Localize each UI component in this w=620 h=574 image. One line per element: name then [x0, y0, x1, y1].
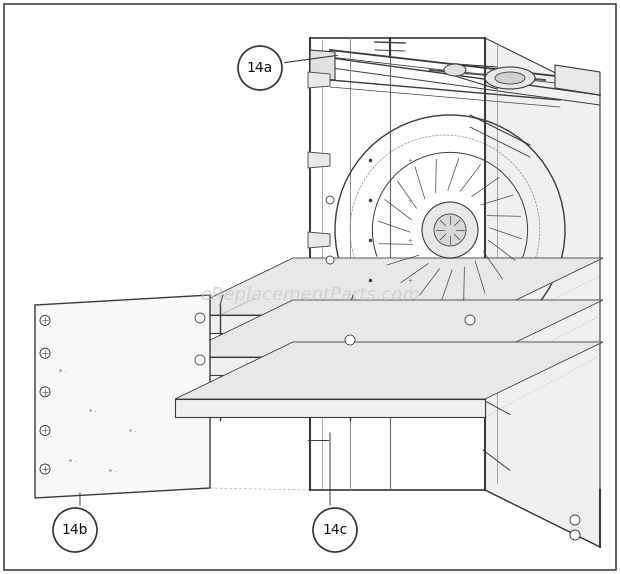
Circle shape [40, 387, 50, 397]
Circle shape [422, 202, 478, 258]
Circle shape [40, 348, 50, 358]
Polygon shape [175, 357, 485, 375]
Circle shape [40, 316, 50, 325]
Ellipse shape [444, 64, 466, 76]
Polygon shape [308, 152, 330, 168]
Ellipse shape [485, 67, 535, 89]
Text: eReplacementParts.com: eReplacementParts.com [200, 286, 420, 304]
Circle shape [465, 315, 475, 325]
Polygon shape [175, 342, 603, 399]
Polygon shape [175, 258, 603, 315]
Text: 14c: 14c [322, 523, 348, 537]
Polygon shape [485, 38, 600, 547]
Circle shape [326, 256, 334, 264]
Circle shape [326, 306, 334, 314]
Polygon shape [555, 65, 600, 95]
Circle shape [40, 464, 50, 474]
Circle shape [313, 508, 357, 552]
Polygon shape [308, 72, 330, 88]
Polygon shape [175, 399, 485, 417]
Circle shape [53, 508, 97, 552]
Text: 14b: 14b [62, 523, 88, 537]
Text: 14a: 14a [247, 61, 273, 75]
Polygon shape [175, 315, 485, 333]
Ellipse shape [495, 72, 525, 84]
Circle shape [570, 515, 580, 525]
Polygon shape [310, 50, 335, 80]
Circle shape [238, 46, 282, 90]
Polygon shape [35, 295, 210, 498]
Circle shape [434, 214, 466, 246]
Circle shape [195, 355, 205, 365]
Circle shape [570, 530, 580, 540]
Circle shape [345, 335, 355, 345]
Polygon shape [175, 300, 603, 357]
Circle shape [326, 196, 334, 204]
Circle shape [40, 425, 50, 436]
Polygon shape [308, 232, 330, 248]
Circle shape [195, 313, 205, 323]
